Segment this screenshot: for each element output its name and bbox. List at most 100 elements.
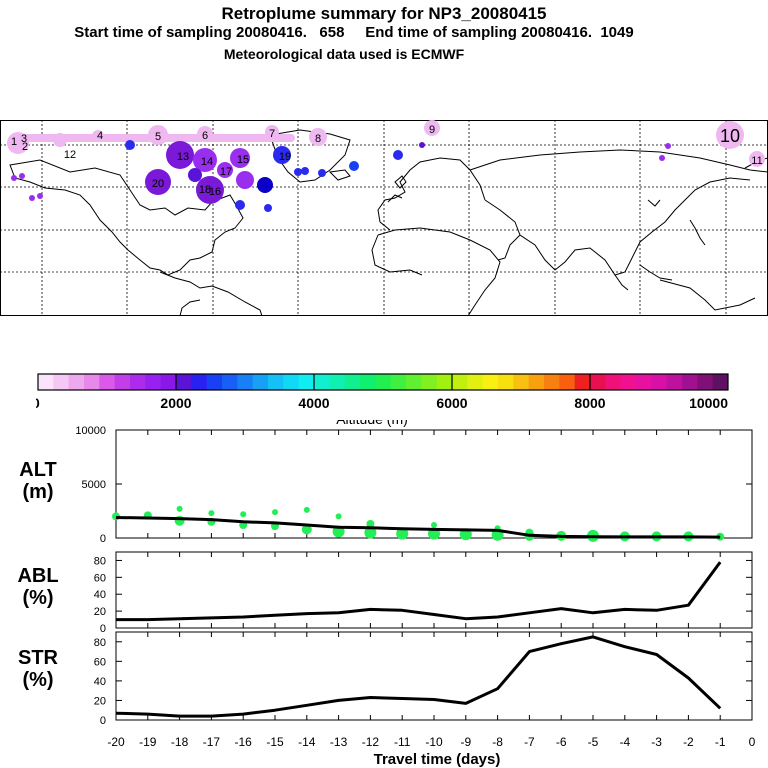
colorbar-swatch <box>498 374 514 390</box>
plume-label: 16 <box>209 186 221 198</box>
panel-label-alt: ALT <box>19 459 56 481</box>
colorbar-swatch <box>712 374 729 390</box>
altitude-dot <box>208 510 215 517</box>
panel-label-str: (%) <box>22 669 53 691</box>
y-tick-label: 5000 <box>82 479 106 491</box>
altitude-dot <box>303 506 310 513</box>
plume-label: 14 <box>201 156 213 168</box>
altitude-dot <box>366 519 375 528</box>
colorbar-swatch <box>114 374 131 390</box>
colorbar-tick-label: 0 <box>36 395 40 411</box>
y-tick-label: 80 <box>94 555 106 567</box>
altitude-dot <box>176 505 183 512</box>
x-tick-label: -8 <box>492 735 503 749</box>
colorbar-swatch <box>176 374 192 390</box>
colorbar-swatch <box>544 374 560 390</box>
x-tick-label: -5 <box>588 735 599 749</box>
x-tick-label: -7 <box>524 735 535 749</box>
y-tick-label: 0 <box>100 623 106 635</box>
x-tick-label: -11 <box>394 735 411 749</box>
x-tick-label: -1 <box>715 735 726 749</box>
altitude-dot <box>335 513 342 520</box>
colorbar-swatch <box>467 374 484 390</box>
colorbar-swatch <box>145 374 162 390</box>
plume-label: 7 <box>269 128 275 140</box>
colorbar-swatch <box>53 374 70 390</box>
retroplume-map: 1 2 3 4 5 6 7 8 9 10 11 12 13 14 15 16 1… <box>0 120 768 316</box>
plume-label: 2 <box>22 141 28 153</box>
colorbar-swatch <box>452 374 468 390</box>
x-tick-label: -6 <box>556 735 567 749</box>
colorbar-swatch <box>206 374 223 390</box>
x-tick-label: -3 <box>651 735 662 749</box>
plume-clusters <box>7 120 765 212</box>
colorbar-swatch <box>390 374 407 390</box>
colorbar-swatch <box>375 374 392 390</box>
x-tick-label: -14 <box>298 735 316 749</box>
colorbar-swatch <box>329 374 346 390</box>
panel-label-str: STR <box>18 647 59 669</box>
altitude-dot <box>396 527 409 540</box>
colorbar-swatch <box>574 374 591 390</box>
plume-label: 4 <box>97 130 103 142</box>
y-tick-label: 0 <box>100 533 106 545</box>
plume-label: 11 <box>751 155 762 167</box>
plume-label: 8 <box>315 133 321 145</box>
series-line-abl <box>116 561 722 622</box>
x-tick-label: -15 <box>266 735 284 749</box>
colorbar-swatch <box>252 374 269 390</box>
plume-label: 5 <box>155 131 161 143</box>
colorbar-swatch <box>421 374 438 390</box>
colorbar-swatch <box>666 374 683 390</box>
met-data-note: Meteorological data used is ECMWF <box>223 46 465 62</box>
colorbar-swatch <box>283 374 300 390</box>
y-tick-label: 10000 <box>75 425 106 437</box>
chart-title: Retroplume summary for NP3_20080415 <box>221 4 547 23</box>
x-tick-label: -4 <box>619 735 630 749</box>
plume-number-labels: 1 2 3 4 5 6 7 8 9 10 11 12 13 14 15 16 1… <box>11 124 763 198</box>
y-tick-label: 60 <box>94 572 106 584</box>
plume-label: 12 <box>64 149 76 161</box>
x-tick-label: -20 <box>107 735 125 749</box>
colorbar-swatch <box>482 374 499 390</box>
colorbar-swatch <box>130 374 146 390</box>
y-tick-label: 0 <box>100 715 106 727</box>
colorbar-swatch <box>406 374 422 390</box>
panel-label-abl: ABL <box>17 565 58 587</box>
x-tick-label: -16 <box>235 735 253 749</box>
x-tick-label: -18 <box>171 735 189 749</box>
colorbar-tick-label: 4000 <box>298 395 329 411</box>
altitude-dot <box>431 522 437 529</box>
colorbar-tick-label: 10000 <box>689 395 728 411</box>
plume-label: 19 <box>279 151 291 163</box>
plume-label: 17 <box>220 166 232 178</box>
colorbar-swatch <box>436 374 453 390</box>
plume-label: 3 <box>21 133 27 145</box>
y-tick-label: 40 <box>94 676 106 688</box>
sampling-time: Start time of sampling 20080416. 658 End… <box>74 24 634 41</box>
series-line-str <box>115 635 722 718</box>
plume-label: 20 <box>152 178 164 190</box>
x-tick-label: -9 <box>460 735 471 749</box>
altitude-dot <box>240 511 247 518</box>
colorbar-swatch <box>68 374 85 390</box>
colorbar-swatch <box>38 374 54 390</box>
y-tick-label: 20 <box>94 695 106 707</box>
altitude-dot <box>301 524 312 535</box>
colorbar-swatch <box>651 374 668 390</box>
colorbar-swatch <box>697 374 714 390</box>
plume-label: 6 <box>202 130 208 142</box>
x-axis-label: Travel time (days) <box>374 751 501 768</box>
colorbar-tick-label: 6000 <box>436 395 467 411</box>
colorbar-swatch <box>590 374 606 390</box>
colorbar-swatch <box>298 374 315 390</box>
colorbar-swatch <box>237 374 254 390</box>
colorbar-swatch <box>620 374 637 390</box>
colorbar-swatch <box>344 374 361 390</box>
colorbar-tick-label: 8000 <box>574 395 605 411</box>
colorbar-swatch <box>636 374 652 390</box>
x-tick-label: -2 <box>683 735 694 749</box>
plume-label: 18 <box>199 184 211 196</box>
altitude-dot <box>272 509 278 516</box>
plume-label: 15 <box>237 154 249 166</box>
